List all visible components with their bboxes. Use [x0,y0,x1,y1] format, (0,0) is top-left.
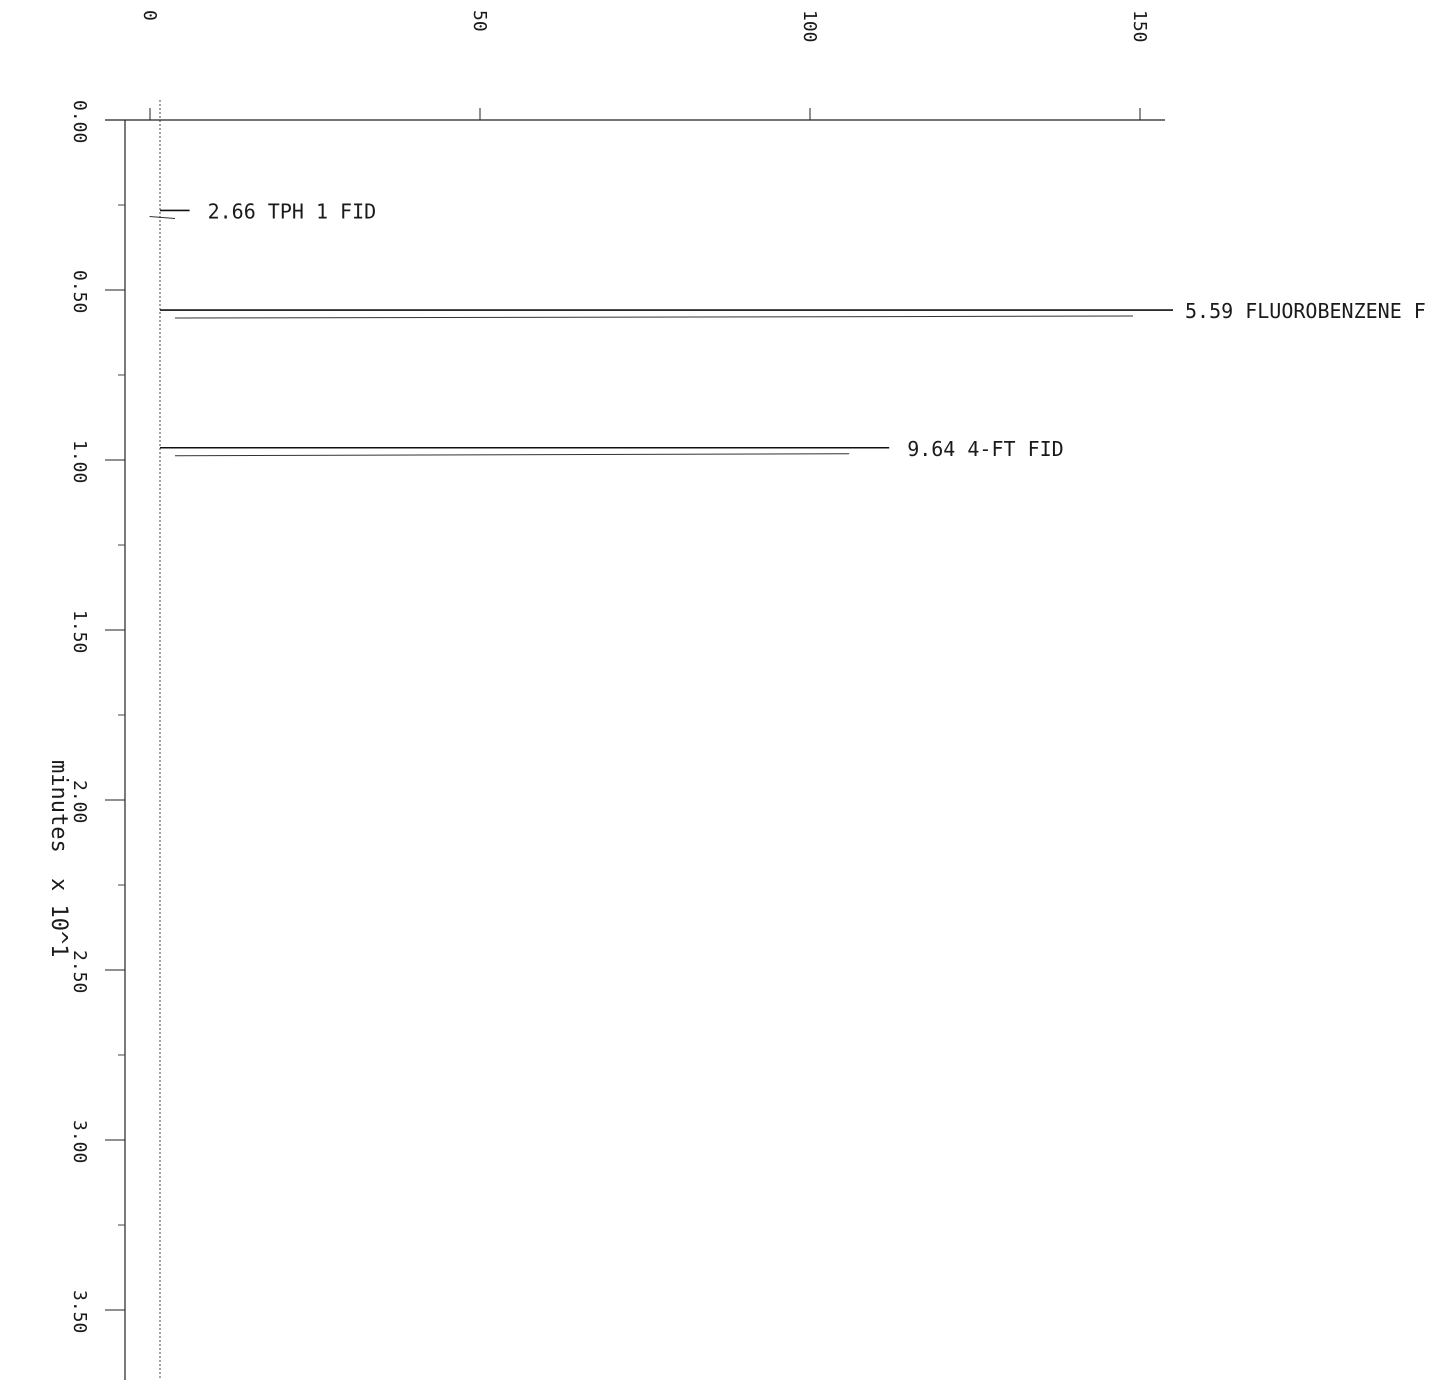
peak-label: 9.64 4-FT FID [907,437,1064,461]
time-tick-label: 1.00 [69,440,90,483]
time-tick-label: 1.50 [69,610,90,653]
response-tick-label: 50 [469,10,490,32]
peak-group: 2.66 TPH 1 FID 5.59 FLUOROBENZENE F 9.64 4… [149,199,1426,461]
response-tick-label: 150 [1129,10,1150,43]
time-axis-title: minutes x 10^1 [46,760,71,957]
peak-tail [174,453,850,457]
peak-label: 2.66 TPH 1 FID [208,199,377,223]
response-tick-label: 100 [799,10,820,43]
time-ticks: 0.00 0.50 1.00 1.50 2.00 2.50 3.00 3.50 [69,100,125,1333]
time-tick-label: 0.00 [69,100,90,143]
response-ticks: 0 50 100 150 [139,10,1150,120]
time-tick-label: 3.00 [69,1120,90,1163]
peak-tail [174,315,1134,319]
time-tick-label: 3.50 [69,1290,90,1333]
peak-label: 5.59 FLUOROBENZENE F [1185,299,1426,323]
time-tick-label: 2.50 [69,950,90,993]
time-tick-label: 0.50 [69,270,90,313]
peak-tail [149,215,176,219]
time-axis-title-text: minutes [46,760,71,853]
time-tick-label: 2.00 [69,780,90,823]
time-axis-multiplier: x 10^1 [46,878,71,957]
response-tick-label: 0 [139,10,160,21]
